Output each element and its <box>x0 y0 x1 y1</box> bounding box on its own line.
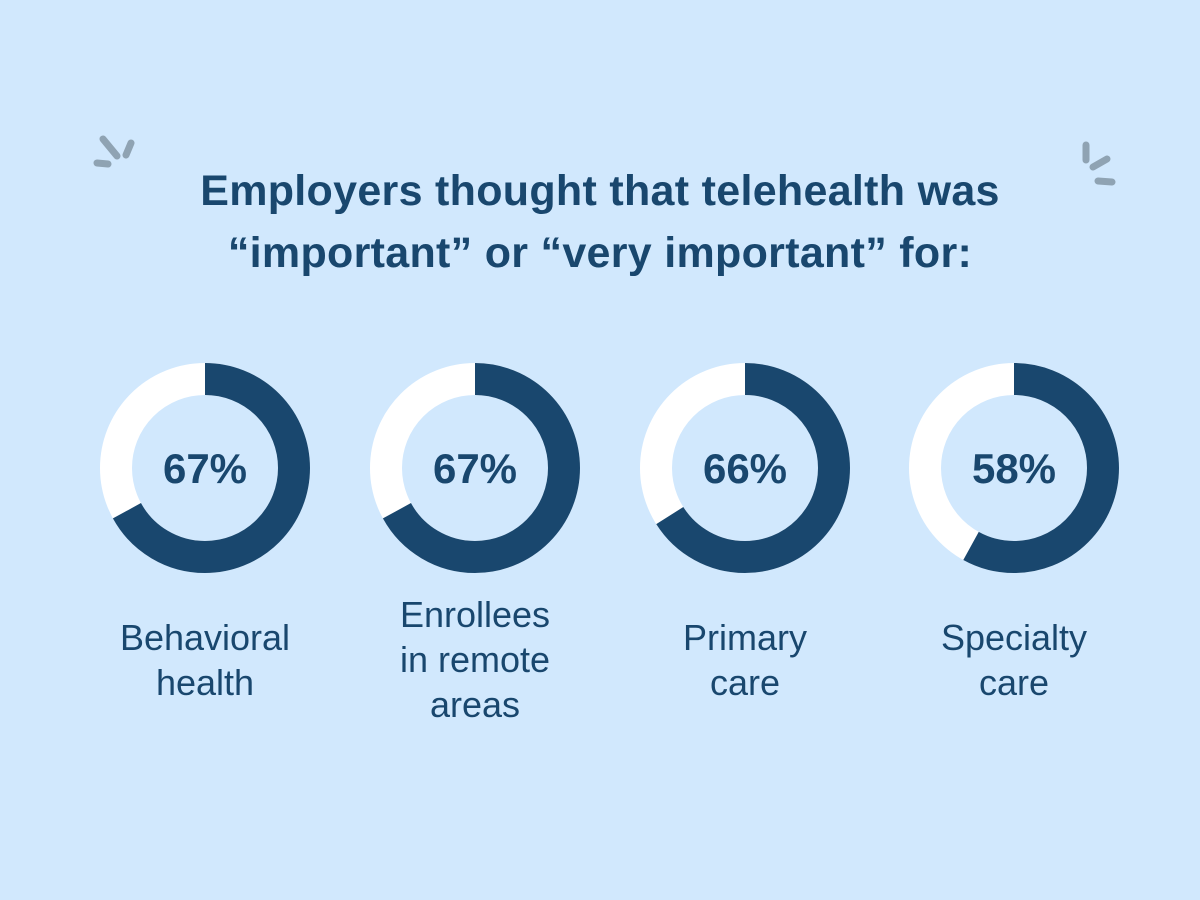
donut-value-segment <box>640 363 850 573</box>
category-label-line: care <box>978 662 1050 703</box>
donut-value-label: 67% <box>433 445 517 492</box>
donut-value-label: 58% <box>972 445 1056 492</box>
category-label-line: Behavioral <box>119 617 291 658</box>
title-line-2: “important” or “very important” for: <box>227 229 973 277</box>
donut-value-segment <box>100 363 310 573</box>
donut-4: 58% <box>909 363 1119 573</box>
category-label: Behavioral health <box>75 615 335 705</box>
category-label: Enrollees in remote areas <box>345 592 605 727</box>
category-label-line: Primary <box>683 617 807 658</box>
donut-value-segment <box>370 363 580 573</box>
sparkle-right-icon <box>1082 141 1116 186</box>
category-label-line: health <box>155 662 255 703</box>
category-label-line: care <box>709 662 781 703</box>
donut-value-label: 66% <box>703 445 787 492</box>
category-label-line: Enrollees <box>399 594 551 635</box>
title-line-1: Employers thought that telehealth was <box>200 167 1000 215</box>
donut-2: 67% <box>370 363 580 573</box>
donut-1: 67% <box>100 363 310 573</box>
donut-value-label: 67% <box>163 445 247 492</box>
category-label-line: Specialty <box>940 617 1088 658</box>
category-label-line: areas <box>429 684 521 725</box>
donut-3: 66% <box>640 363 850 573</box>
sparkle-left-icon <box>93 135 135 168</box>
donut-value-segment <box>909 363 1119 573</box>
category-label-line: in remote <box>399 639 551 680</box>
page-title: Employers thought that telehealth was “i… <box>0 160 1200 284</box>
category-label: Specialty care <box>884 615 1144 705</box>
category-label: Primary care <box>615 615 875 705</box>
